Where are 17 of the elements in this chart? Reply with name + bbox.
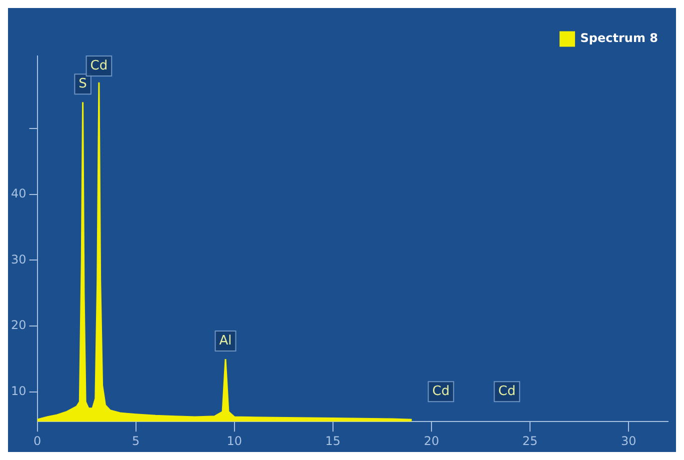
x-tick-label: 5 [132,434,140,448]
y-tick-label: 10 [10,384,26,398]
x-tick-label: 0 [33,434,42,448]
y-tick-label: 20 [10,318,26,332]
x-tick-label: 30 [620,434,636,448]
legend-label: Spectrum 8 [580,31,658,46]
y-tick-label: 40 [10,186,26,200]
annotation: Cd [498,384,516,399]
x-tick-label: 20 [424,434,440,448]
x-tick-label: 15 [325,434,341,448]
annotation: Cd [432,384,450,399]
y-tick-label: 30 [10,252,26,266]
annotation: Al [219,333,232,348]
x-tick-label: 25 [522,434,538,448]
annotation: Cd [90,58,108,74]
x-tick-label: 10 [226,434,242,448]
annotation: S [78,76,87,92]
